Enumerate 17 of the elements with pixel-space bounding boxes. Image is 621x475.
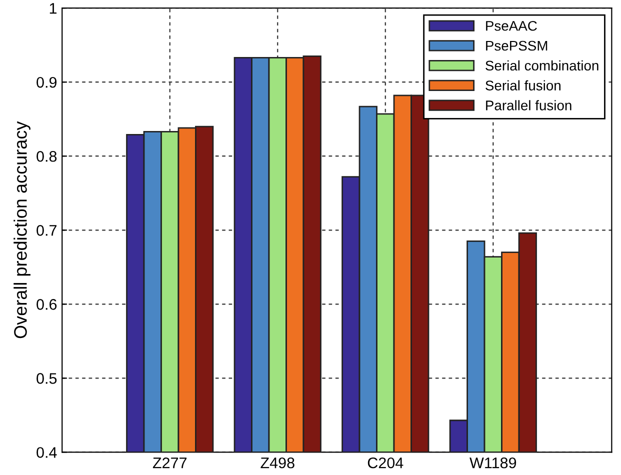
legend-label: Parallel fusion	[486, 100, 572, 110]
y-axis-title: Overall prediction accuracy	[14, 121, 30, 338]
x-tick-label: Z498	[260, 457, 294, 468]
y-tick-label: 1	[50, 3, 56, 14]
y-tick-label: 0.7	[36, 225, 56, 236]
legend-label: Serial combination	[486, 60, 598, 71]
y-tick-label: 0.4	[36, 447, 57, 458]
x-tick-label: W1189	[470, 457, 516, 468]
y-tick-label: 0.8	[36, 150, 57, 162]
legend-label: Serial fusion	[486, 80, 560, 90]
y-tick-label: 0.9	[36, 76, 57, 88]
x-tick-label: Z277	[152, 457, 187, 468]
legend-label: PsePSSM	[486, 40, 548, 51]
y-tick-label: 0.5	[36, 373, 57, 384]
x-tick-label: C204	[368, 457, 404, 468]
y-tick-label: 0.6	[36, 299, 57, 310]
legend-label: PseAAC	[486, 20, 537, 31]
